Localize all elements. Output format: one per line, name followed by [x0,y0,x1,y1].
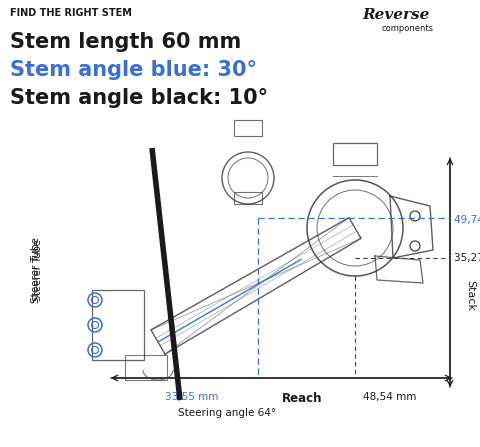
Text: Stack: Stack [465,279,475,311]
Bar [333,143,377,165]
Text: Steering angle 64°: Steering angle 64° [178,408,276,418]
Text: Stem length 60 mm: Stem length 60 mm [10,32,241,52]
Text: 35,27 mm: 35,27 mm [454,253,480,263]
Text: Stem angle black: 10°: Stem angle black: 10° [10,88,268,108]
Text: Steerer Tube: Steerer Tube [33,239,43,301]
Text: Steerer Tube: Steerer Tube [31,237,41,303]
Text: 33,55 mm: 33,55 mm [165,392,219,402]
Bar [234,120,262,136]
Text: components: components [382,24,434,33]
Bar [234,192,262,204]
Text: Reach: Reach [282,392,322,405]
Bar [92,290,144,360]
Text: FIND THE RIGHT STEM: FIND THE RIGHT STEM [10,8,132,18]
Text: 49,74 mm: 49,74 mm [454,215,480,225]
Text: Reverse: Reverse [362,8,430,22]
Text: Stem angle blue: 30°: Stem angle blue: 30° [10,60,257,80]
Text: 48,54 mm: 48,54 mm [363,392,417,402]
Bar [125,355,167,380]
